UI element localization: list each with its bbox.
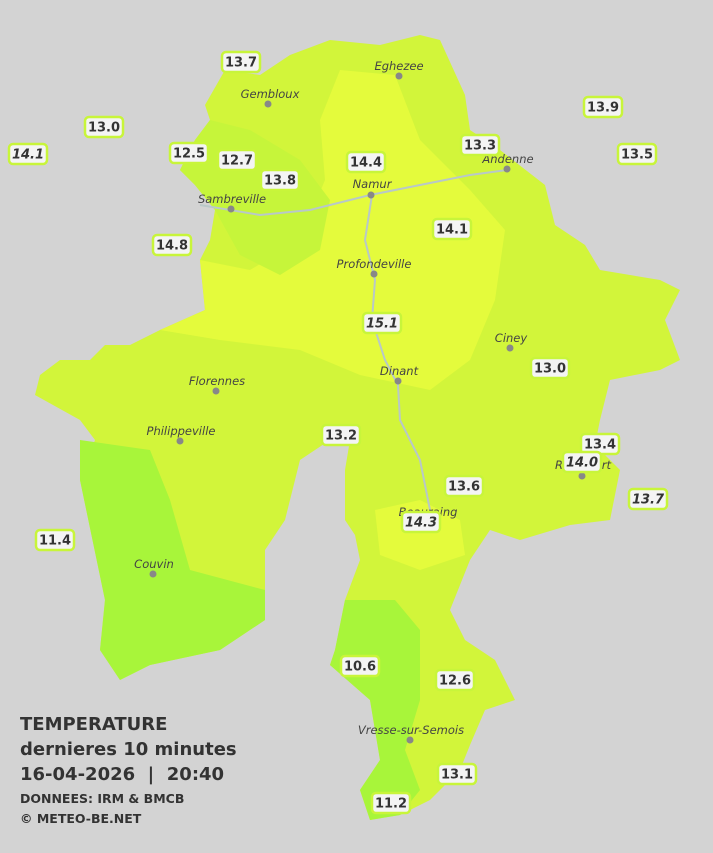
station-value: 13.4 xyxy=(584,438,616,453)
station-value: 13.0 xyxy=(88,121,120,136)
station-box xyxy=(616,142,658,166)
station-value: 14.3 xyxy=(405,516,437,531)
station-value: 14.1 xyxy=(12,148,44,163)
source: DONNEES: IRM & BMCB xyxy=(20,791,184,806)
station-box xyxy=(370,791,412,815)
city-label: Ciney xyxy=(495,331,528,345)
station-box xyxy=(345,150,387,174)
warm-zone xyxy=(375,500,465,570)
station-box xyxy=(7,142,49,166)
city-dot xyxy=(406,736,414,744)
station-box xyxy=(320,423,362,447)
station-value: 13.8 xyxy=(264,174,296,189)
city-label: Vresse-sur-Semois xyxy=(358,723,464,737)
station-box xyxy=(151,233,193,257)
station-value: 13.7 xyxy=(225,56,257,71)
city-label: Florennes xyxy=(189,374,245,388)
station-value: 14.8 xyxy=(156,239,188,254)
city-dot xyxy=(578,472,586,480)
station-box xyxy=(339,654,381,678)
station-box xyxy=(529,356,571,380)
city-dot xyxy=(227,205,235,213)
station-value: 12.6 xyxy=(439,674,471,689)
city-dot xyxy=(503,165,511,173)
warm-zone xyxy=(160,70,505,390)
city-label: Namur xyxy=(353,177,393,191)
city-dot xyxy=(149,570,157,578)
station-box xyxy=(431,217,473,241)
city-dot xyxy=(264,100,272,108)
station-box xyxy=(459,133,501,157)
station-value: 13.1 xyxy=(441,768,473,783)
city-label: Dinant xyxy=(380,364,419,378)
city-dot xyxy=(394,377,402,385)
station-box xyxy=(400,510,442,534)
station-box xyxy=(434,668,476,692)
stations: 13.7 13.0 14.1 12.5 12.7 13.8 14.4 13.3 13.9 13.5… xyxy=(7,50,669,815)
city-dot xyxy=(395,72,403,80)
station-value: 13.7 xyxy=(632,493,665,508)
city-dot xyxy=(212,387,220,395)
station-box xyxy=(220,50,262,74)
datetime: 16-04-2026 | 20:40 xyxy=(20,764,224,785)
city-dot xyxy=(370,270,378,278)
station-box xyxy=(627,487,669,511)
station-box xyxy=(561,450,603,474)
station-box xyxy=(582,95,624,119)
station-box xyxy=(443,474,485,498)
city-label: Eghezee xyxy=(374,59,423,73)
station-value: 14.0 xyxy=(566,456,598,471)
station-value: 12.5 xyxy=(173,147,205,162)
station-box xyxy=(216,148,258,172)
legend-text: TEMPERATURE dernieres 10 minutes 16-04-2… xyxy=(20,714,237,826)
city-label: Philippeville xyxy=(147,424,216,438)
station-value: 13.9 xyxy=(587,101,619,116)
city-dot xyxy=(176,437,184,445)
station-value: 13.2 xyxy=(325,429,357,444)
station-value: 12.7 xyxy=(221,154,253,169)
city-dot xyxy=(367,191,375,199)
station-box xyxy=(259,168,301,192)
station-value: 13.6 xyxy=(448,480,480,495)
station-value: 14.4 xyxy=(350,156,382,171)
subtitle: dernieres 10 minutes xyxy=(20,739,237,760)
station-value: 14.1 xyxy=(436,223,468,238)
station-box xyxy=(83,115,125,139)
city-label: Sambreville xyxy=(198,192,266,206)
station-box xyxy=(361,311,403,335)
city-dot xyxy=(506,344,514,352)
station-box xyxy=(436,762,478,786)
city-label: Profondeville xyxy=(337,257,412,271)
city-label: Gembloux xyxy=(241,87,300,101)
station-value: 13.5 xyxy=(621,148,653,163)
station-value: 11.2 xyxy=(375,797,407,812)
station-value: 11.4 xyxy=(39,534,71,549)
station-box xyxy=(168,141,210,165)
copyright: © METEO-BE.NET xyxy=(20,811,142,826)
title: TEMPERATURE xyxy=(20,714,167,735)
city-label: Couvin xyxy=(134,557,174,571)
station-value: 10.6 xyxy=(344,660,376,675)
station-box xyxy=(34,528,76,552)
station-value: 13.3 xyxy=(464,139,496,154)
cool-zone xyxy=(80,440,265,680)
station-value: 13.0 xyxy=(534,362,566,377)
station-value: 15.1 xyxy=(366,317,398,332)
